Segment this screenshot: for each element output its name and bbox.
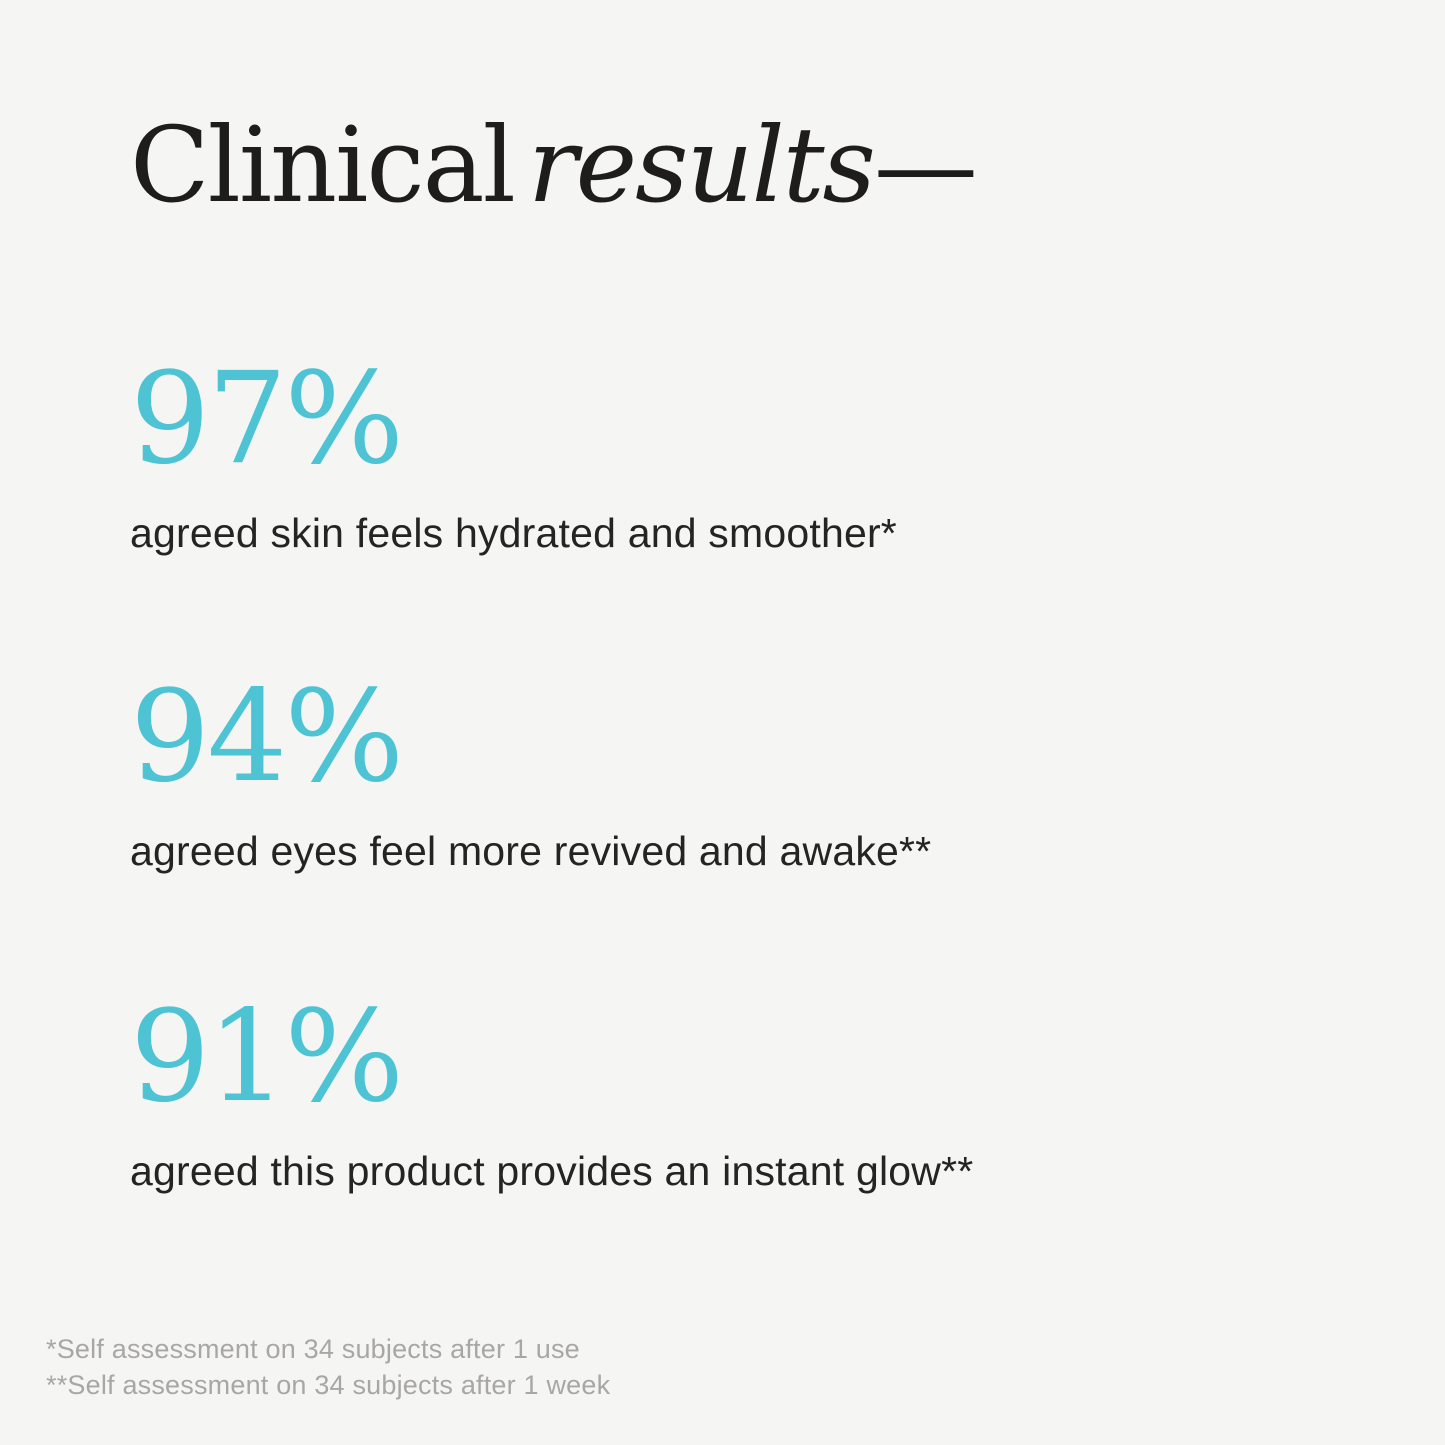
stat-caption: agreed eyes feel more revived and awake*… (130, 828, 932, 874)
page-title-italic: results (527, 104, 876, 226)
footnote-single-asterisk: *Self assessment on 34 subjects after 1 … (46, 1334, 580, 1364)
stat-block-eyes: 94% agreed eyes feel more revived and aw… (130, 674, 931, 875)
stat-value: 91% (130, 983, 404, 1130)
page-title: Clinical results— (130, 108, 978, 222)
stat-block-glow: 91% agreed this product provides an inst… (130, 994, 973, 1195)
stat-value: 97% (130, 345, 404, 492)
stat-caption: agreed skin feels hydrated and smoother* (130, 510, 897, 556)
page-title-dash: — (873, 104, 978, 226)
footnotes: *Self assessment on 34 subjects after 1 … (46, 1331, 610, 1403)
stat-block-hydration: 97% agreed skin feels hydrated and smoot… (130, 356, 897, 557)
page-title-regular: Clinical (130, 104, 516, 226)
stat-caption: agreed this product provides an instant … (130, 1148, 974, 1194)
stat-value: 94% (130, 663, 404, 810)
footnote-double-asterisk: **Self assessment on 34 subjects after 1… (46, 1370, 611, 1401)
